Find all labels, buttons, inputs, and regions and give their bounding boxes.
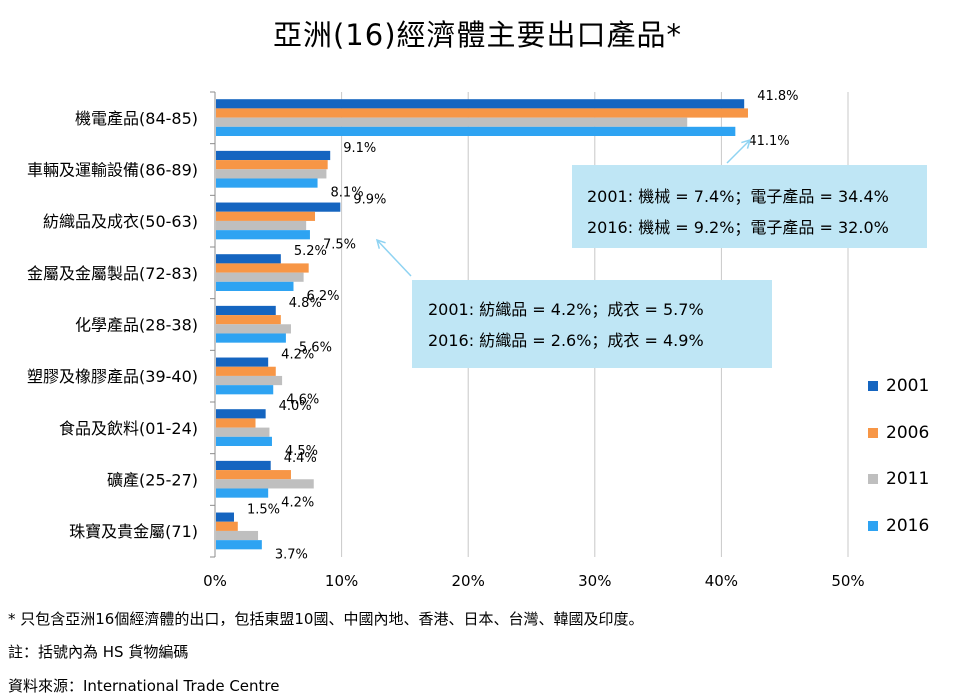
x-tick-label-50: 50% — [831, 572, 864, 590]
footnote-scope: * 只包含亞洲16個經濟體的出口，包括東盟10國、中國內地、香港、日本、台灣、韓… — [8, 610, 644, 628]
bar-2001-1 — [216, 150, 331, 161]
data-label-2001-8: 1.5% — [247, 503, 280, 518]
bar-2016-6 — [216, 436, 272, 446]
bar-2001-0 — [216, 99, 745, 109]
data-label-2001-4: 4.8% — [289, 296, 322, 311]
category-label-0: 機電產品(84-85) — [75, 109, 198, 128]
category-label-6: 食品及飲料(01-24) — [59, 419, 198, 438]
bar-2011-5 — [216, 375, 283, 386]
bar-2006-8 — [216, 521, 238, 531]
bar-2006-0 — [216, 108, 748, 118]
legend-label-2006: 2006 — [886, 423, 930, 443]
bar-2001-5 — [216, 357, 269, 367]
x-tick-label-40: 40% — [705, 572, 738, 590]
legend-label-2001: 2001 — [886, 376, 930, 396]
electronics-callout-line-2: 2016: 機械 = 9.2%；電子產品 = 32.0% — [587, 218, 889, 237]
data-label-2016-8: 3.7% — [275, 547, 308, 562]
category-label-2: 紡織品及成衣(50-63) — [43, 212, 198, 231]
x-tick-label-10: 10% — [325, 572, 358, 590]
bar-2006-3 — [216, 263, 309, 273]
bar-2011-8 — [216, 530, 259, 541]
data-label-2016-5: 4.6% — [286, 392, 319, 407]
bar-2006-7 — [216, 470, 291, 480]
textiles-callout-line-1: 2001: 紡織品 = 4.2%；成衣 = 5.7% — [428, 300, 704, 319]
legend-label-2011: 2011 — [886, 469, 930, 489]
legend-swatch-2011 — [868, 474, 878, 484]
data-label-2001-2: 9.9% — [353, 193, 386, 208]
bar-2011-1 — [216, 169, 327, 179]
category-label-8: 珠寶及貴金屬(71) — [69, 522, 198, 541]
legend-item-2001: 2001 — [868, 376, 929, 396]
data-label-2001-3: 5.2% — [294, 244, 327, 259]
electronics-callout-arrow-shaft — [726, 139, 751, 164]
data-label-2001-6: 4.0% — [279, 399, 312, 414]
bar-2011-3 — [216, 272, 304, 282]
bar-2016-5 — [216, 385, 274, 395]
electronics-callout: 2001: 機械 = 7.4%；電子產品 = 34.4% 2016: 機械 = … — [572, 165, 927, 248]
legend-label-2016: 2016 — [886, 516, 930, 536]
x-tick-label-0: 0% — [203, 572, 227, 590]
category-label-4: 化學產品(28-38) — [75, 316, 198, 335]
footnote-source: 資料來源：International Trade Centre — [8, 677, 280, 695]
textiles-callout-arrow-head — [375, 238, 386, 249]
bar-2011-6 — [216, 427, 270, 437]
data-label-2016-2: 7.5% — [323, 237, 356, 252]
bar-2016-4 — [216, 333, 286, 343]
bar-2016-3 — [216, 281, 294, 291]
footnote-hs-code: 註：括號內為 HS 貨物編碼 — [8, 643, 189, 661]
data-label-2001-1: 9.1% — [343, 141, 376, 156]
bar-2011-4 — [216, 324, 291, 334]
bar-2016-7 — [216, 488, 269, 498]
legend-swatch-2001 — [868, 381, 878, 391]
category-label-7: 礦產(25-27) — [107, 471, 198, 490]
legend-swatch-2016 — [868, 521, 878, 531]
data-label-2016-4: 5.6% — [299, 341, 332, 356]
chart-title: 亞洲(16)經濟體主要出口產品* — [272, 18, 683, 52]
category-label-3: 金屬及金屬製品(72-83) — [27, 264, 198, 283]
data-label-2016-3: 6.2% — [306, 289, 339, 304]
electronics-callout-line-1: 2001: 機械 = 7.4%；電子產品 = 34.4% — [587, 187, 889, 206]
category-label-5: 塑膠及橡膠產品(39-40) — [27, 367, 198, 386]
bar-2016-2 — [216, 230, 310, 240]
bar-2006-2 — [216, 211, 316, 221]
bar-2001-8 — [216, 512, 234, 522]
data-label-2001-7: 4.4% — [284, 451, 317, 466]
bar-2001-6 — [216, 409, 266, 419]
bar-2011-2 — [216, 220, 307, 231]
legend-item-2016: 2016 — [868, 516, 929, 536]
data-label-2001-0: 41.8% — [757, 89, 798, 104]
bar-2016-8 — [216, 540, 262, 550]
bar-2001-4 — [216, 305, 276, 316]
textiles-callout-arrow-shaft — [376, 239, 412, 277]
bar-2001-7 — [216, 460, 271, 471]
x-tick-label-20: 20% — [452, 572, 485, 590]
bar-2006-5 — [216, 366, 276, 376]
bar-2006-4 — [216, 315, 281, 325]
legend-item-2006: 2006 — [868, 423, 929, 443]
legend-swatch-2006 — [868, 428, 878, 438]
data-label-2016-6: 4.5% — [285, 444, 318, 459]
bar-2011-7 — [216, 479, 314, 489]
x-tick-label-30: 30% — [578, 572, 611, 590]
textiles-callout: 2001: 紡織品 = 4.2%；成衣 = 5.7% 2016: 紡織品 = 2… — [412, 280, 772, 368]
textiles-callout-line-2: 2016: 紡織品 = 2.6%；成衣 = 4.9% — [428, 331, 704, 350]
bar-2011-0 — [216, 117, 688, 127]
bar-2016-0 — [216, 126, 736, 136]
bar-2006-6 — [216, 418, 256, 428]
bar-2001-3 — [216, 254, 281, 264]
bar-2016-1 — [216, 178, 318, 188]
data-label-2016-0: 41.1% — [748, 134, 789, 149]
bar-2006-1 — [216, 160, 328, 170]
bar-2001-2 — [216, 202, 341, 212]
data-label-2016-1: 8.1% — [331, 186, 364, 201]
legend-item-2011: 2011 — [868, 469, 929, 489]
electronics-callout-arrow-head — [741, 138, 752, 149]
data-label-2001-5: 4.2% — [281, 348, 314, 363]
data-label-2016-7: 4.2% — [281, 496, 314, 511]
category-label-1: 車輛及運輸設備(86-89) — [27, 161, 198, 180]
